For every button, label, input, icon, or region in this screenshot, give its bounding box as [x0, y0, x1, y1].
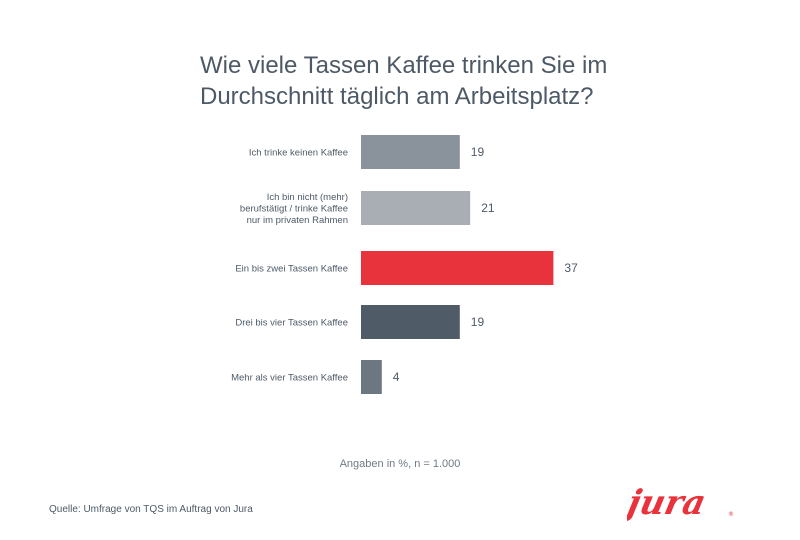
value-label-3: 37: [564, 261, 578, 275]
category-label-line: Mehr als vier Tassen Kaffee: [231, 373, 348, 384]
value-label-2: 21: [481, 201, 495, 215]
category-label-line: nur im privaten Rahmen: [247, 215, 348, 226]
category-label-line: Drei bis vier Tassen Kaffee: [235, 318, 348, 329]
category-label-line: berufstätigt / trinke Kaffee: [240, 204, 348, 215]
bar-3: [361, 251, 554, 285]
bar-5: [361, 360, 382, 394]
chart-title-line-1: Wie viele Tassen Kaffee trinken Sie im: [200, 52, 608, 79]
category-label-3: Ein bis zwei Tassen Kaffee: [235, 264, 348, 275]
bar-1: [361, 135, 460, 169]
bar-4: [361, 305, 460, 339]
chart-title-line-2: Durchschnitt täglich am Arbeitsplatz?: [200, 83, 594, 110]
value-label-1: 19: [471, 145, 485, 159]
bar-2: [361, 191, 471, 225]
category-label-5: Mehr als vier Tassen Kaffee: [231, 373, 348, 384]
value-label-5: 4: [393, 370, 400, 384]
svg-text:jura: jura: [627, 483, 709, 523]
category-label-line: Ich trinke keinen Kaffee: [249, 148, 348, 159]
category-label-4: Drei bis vier Tassen Kaffee: [235, 318, 348, 329]
source-note: Quelle: Umfrage von TQS im Auftrag von J…: [49, 504, 253, 515]
chart-title: Wie viele Tassen Kaffee trinken Sie im D…: [200, 50, 720, 112]
category-label-1: Ich trinke keinen Kaffee: [249, 148, 348, 159]
sample-note: Angaben in %, n = 1.000: [339, 458, 461, 470]
value-label-4: 19: [471, 315, 485, 329]
category-label-2: Ich bin nicht (mehr) berufstätigt / trink…: [240, 192, 348, 226]
category-label-line: Ich bin nicht (mehr): [267, 192, 348, 203]
category-label-line: Ein bis zwei Tassen Kaffee: [235, 264, 348, 275]
svg-text:®: ®: [728, 511, 734, 518]
jura-logo: jura ®: [627, 483, 734, 523]
